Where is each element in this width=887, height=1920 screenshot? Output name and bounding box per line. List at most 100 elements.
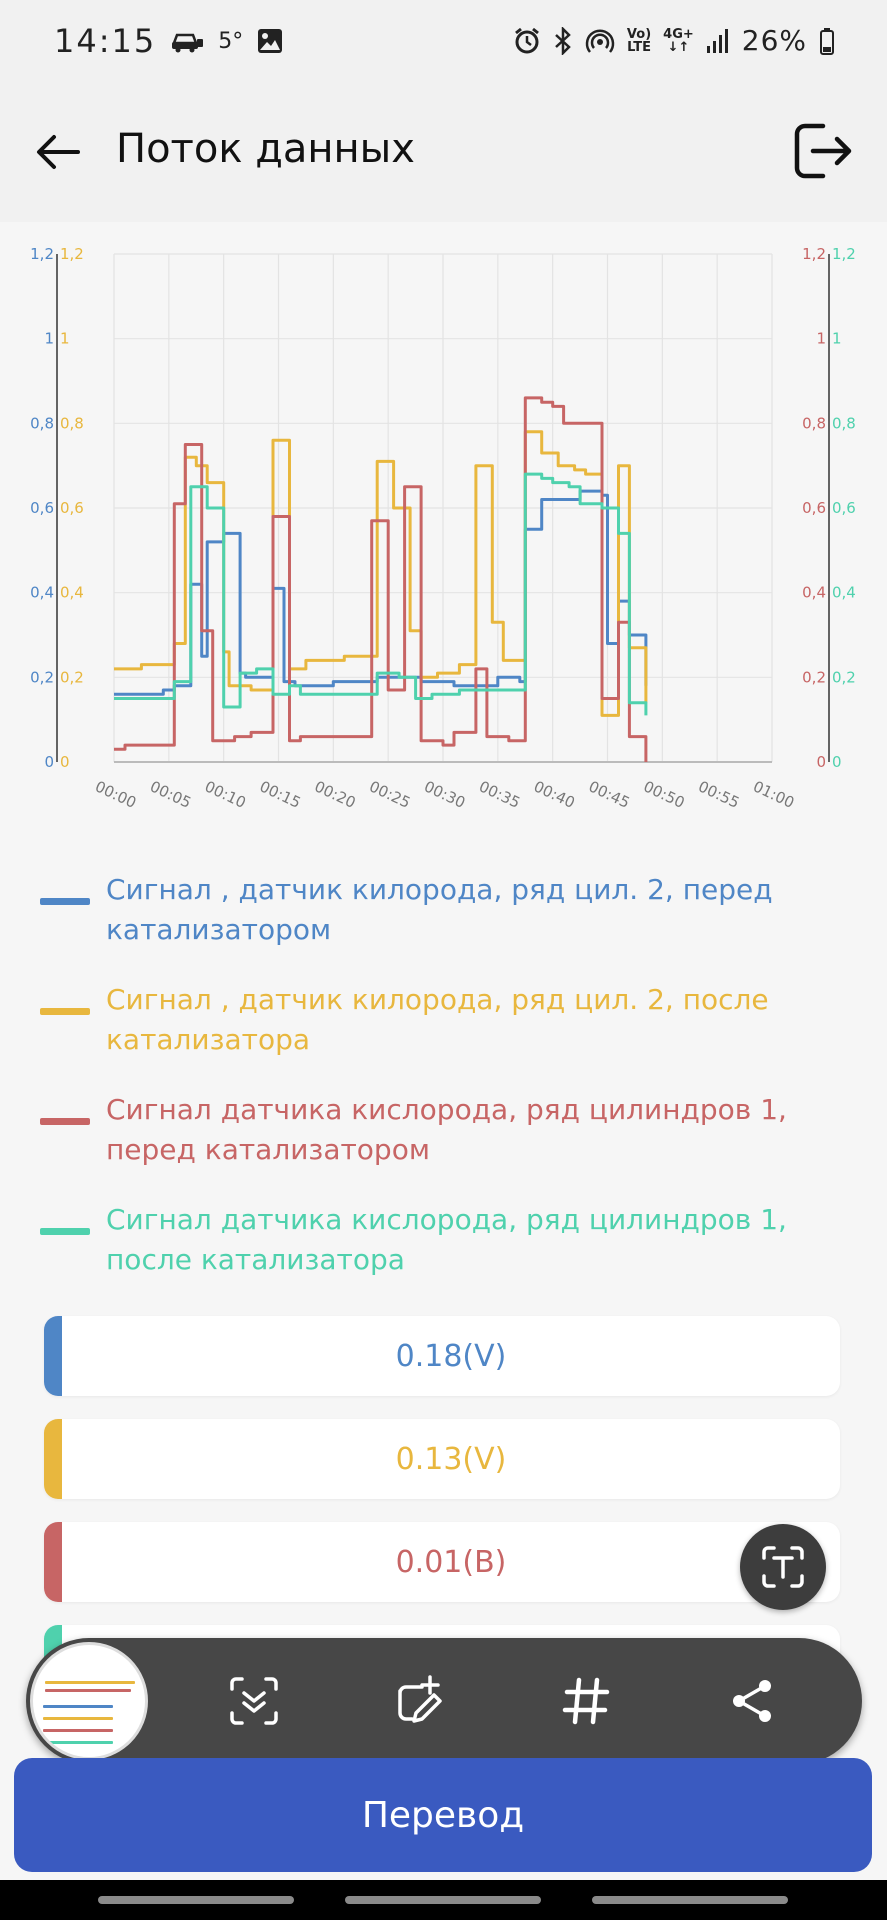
value-row-o2-bank1-pre: 0.01(В) [44, 1522, 840, 1602]
series-line-2 [114, 430, 648, 717]
legend-label: Сигнал датчика кислорода, ряд цилиндров … [106, 1203, 787, 1276]
car-icon [170, 29, 204, 53]
volte-indicator: Vo) LTE [626, 26, 652, 55]
share-icon [733, 1680, 771, 1722]
y-tick-label-right-1: 0,2 [802, 668, 826, 686]
status-temperature: 5° [218, 28, 244, 54]
x-tick-label: 00:15 [257, 777, 304, 812]
y-tick-label-left-2: 1 [60, 330, 70, 348]
y-tick-label-right-1: 1 [816, 330, 826, 348]
app-bar: Поток данных [0, 86, 887, 222]
edit-icon [398, 1675, 442, 1723]
x-tick-label: 00:30 [421, 777, 468, 812]
y-tick-label-left-1: 0,6 [30, 499, 54, 517]
alarm-icon [513, 27, 541, 55]
x-tick-label: 00:10 [202, 777, 249, 812]
legend-label: Сигнал , датчик килорода, ряд цил. 2, пе… [106, 873, 773, 946]
value-text: 0.18(V) [395, 1338, 507, 1374]
x-tick-label: 00:45 [586, 777, 633, 812]
scroll-capture-icon [230, 1677, 278, 1725]
legend-swatch [40, 1008, 90, 1015]
y-tick-label-right-2: 0 [832, 753, 842, 771]
legend-swatch [40, 1118, 90, 1125]
hotspot-icon [585, 26, 615, 56]
text-extract-icon [762, 1546, 804, 1588]
y-tick-label-right-2: 1 [832, 330, 842, 348]
thumb-line [43, 1705, 113, 1708]
navigation-bar [0, 1880, 887, 1920]
edit-button[interactable] [380, 1661, 460, 1741]
x-tick-label: 00:50 [641, 777, 688, 812]
data-arrows-icon: ↓↑ [667, 39, 690, 55]
y-tick-label-right-1: 0,6 [802, 499, 826, 517]
data-stream-chart: 0 0 0 0 0,2 0,2 0,2 0,2 0,4 0,4 0,4 0,4 0,6 0,6 0,6 0,6… [0, 222, 887, 822]
y-tick-label-left-2: 0,8 [60, 414, 84, 432]
hashtag-icon [562, 1677, 610, 1725]
y-tick-label-left-1: 0,2 [30, 668, 54, 686]
back-button[interactable] [30, 124, 86, 180]
chart-legend: Сигнал , датчик килорода, ряд цил. 2, пе… [40, 870, 850, 1310]
y-tick-label-right-1: 0,4 [802, 584, 826, 602]
screenshot-thumbnail[interactable] [30, 1642, 148, 1760]
legend-swatch [40, 898, 90, 905]
y-tick-label-left-1: 1 [44, 330, 54, 348]
x-tick-label: 00:55 [695, 777, 742, 812]
y-tick-label-right-2: 0,2 [832, 668, 856, 686]
signal-icon [706, 28, 730, 54]
series-line-3 [114, 396, 648, 762]
x-tick-label: 00:25 [366, 777, 413, 812]
nav-home-pill[interactable] [345, 1896, 541, 1904]
x-tick-label: 00:35 [476, 777, 523, 812]
y-tick-label-left-2: 0 [60, 753, 70, 771]
status-bar: 14:15 5° Vo) LTE 4G+ ↓↑ 26% [0, 0, 887, 86]
exit-button[interactable] [789, 116, 859, 186]
y-tick-label-left-1: 0,8 [30, 414, 54, 432]
thumb-line [43, 1741, 113, 1744]
x-tick-label: 00:40 [531, 777, 578, 812]
page-title: Поток данных [116, 126, 415, 172]
value-text: 0.13(V) [395, 1441, 507, 1477]
scroll-capture-button[interactable] [214, 1661, 294, 1741]
arrow-left-icon [37, 135, 80, 169]
x-tick-label: 01:00 [750, 777, 797, 812]
value-row-o2-bank2-pre: 0.18(V) [44, 1316, 840, 1396]
text-extract-button[interactable] [740, 1524, 826, 1610]
y-tick-label-right-1: 0 [816, 753, 826, 771]
y-tick-label-left-1: 0 [44, 753, 54, 771]
y-tick-label-right-2: 0,6 [832, 499, 856, 517]
y-tick-label-left-2: 0,6 [60, 499, 84, 517]
exit-icon [794, 123, 852, 179]
translate-button[interactable]: Перевод [14, 1758, 872, 1872]
y-tick-label-right-1: 1,2 [802, 245, 826, 263]
chart-svg: 0 0 0 00,2 0,2 0,2 0,20,4 0,4 0,4 0,40,6 0,6 0,6 0,6… [30, 245, 856, 812]
thumb-line [43, 1717, 113, 1720]
bluetooth-icon [553, 26, 573, 55]
y-tick-label-right-1: 0,8 [802, 414, 826, 432]
series-line-4 [114, 472, 648, 716]
nav-back-pill[interactable] [592, 1896, 788, 1904]
x-tick-label: 00:05 [147, 777, 194, 812]
legend-item: Сигнал датчика кислорода, ряд цилиндров … [40, 1200, 850, 1280]
y-tick-label-left-1: 0,4 [30, 584, 54, 602]
value-row-o2-bank2-post: 0.13(V) [44, 1419, 840, 1499]
legend-item: Сигнал датчика кислорода, ряд цилиндров … [40, 1090, 850, 1170]
gallery-icon [257, 28, 283, 54]
screenshot-toolbar [26, 1638, 862, 1764]
status-time: 14:15 [54, 22, 157, 60]
network-indicator: 4G+ ↓↑ [663, 26, 694, 55]
y-tick-label-left-2: 0,2 [60, 668, 84, 686]
thumb-line [43, 1729, 113, 1732]
y-tick-label-left-1: 1,2 [30, 245, 54, 263]
y-tick-label-right-2: 0,8 [832, 414, 856, 432]
nav-recent-pill[interactable] [98, 1896, 294, 1904]
share-button[interactable] [712, 1661, 792, 1741]
x-tick-label: 00:00 [92, 777, 139, 812]
value-text: 0.01(В) [395, 1544, 507, 1580]
battery-percent: 26% [741, 24, 807, 57]
y-tick-label-right-2: 1,2 [832, 245, 856, 263]
battery-icon [819, 27, 835, 55]
thumb-line [45, 1689, 131, 1692]
legend-item: Сигнал , датчик килорода, ряд цил. 2, пе… [40, 870, 850, 950]
hashtag-button[interactable] [546, 1661, 626, 1741]
value-color-strip [44, 1419, 62, 1499]
